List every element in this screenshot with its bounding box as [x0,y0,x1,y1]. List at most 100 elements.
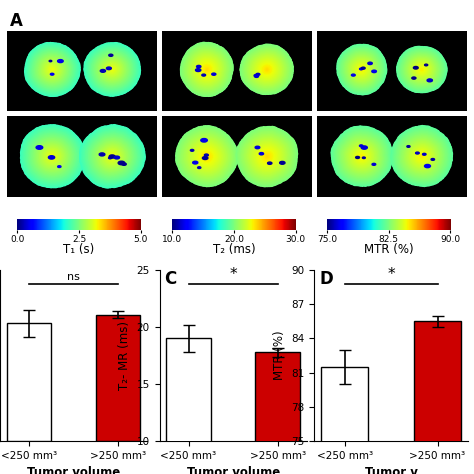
Polygon shape [353,61,371,78]
Polygon shape [402,51,442,88]
Polygon shape [391,126,452,186]
Polygon shape [349,56,374,82]
Circle shape [49,60,52,62]
Polygon shape [350,57,374,82]
Polygon shape [187,49,227,90]
Polygon shape [418,152,426,161]
Polygon shape [22,126,83,186]
Polygon shape [201,151,213,162]
Polygon shape [361,69,363,71]
Polygon shape [344,51,380,88]
Polygon shape [397,131,447,181]
Polygon shape [186,47,228,91]
Polygon shape [99,57,125,82]
Polygon shape [102,146,123,166]
Polygon shape [409,57,435,82]
Polygon shape [412,61,431,78]
Polygon shape [253,56,281,82]
Polygon shape [266,69,268,70]
Polygon shape [408,143,436,170]
Polygon shape [338,46,385,93]
Polygon shape [181,130,233,182]
Polygon shape [85,44,139,95]
Polygon shape [97,55,128,84]
Polygon shape [252,55,282,83]
Polygon shape [183,45,231,94]
Polygon shape [29,133,76,180]
Polygon shape [87,131,138,182]
Polygon shape [92,137,132,176]
Polygon shape [200,149,215,164]
Polygon shape [45,63,59,76]
Text: T₂ (ms): T₂ (ms) [213,243,255,256]
Polygon shape [184,46,229,92]
Polygon shape [85,130,140,182]
Polygon shape [403,53,440,86]
Polygon shape [345,52,379,87]
Polygon shape [99,57,126,82]
Polygon shape [335,130,388,182]
Polygon shape [240,130,293,183]
Polygon shape [106,150,119,163]
Polygon shape [348,55,376,84]
Polygon shape [413,147,431,165]
Polygon shape [412,61,431,78]
Polygon shape [253,56,281,82]
Polygon shape [90,48,134,91]
Polygon shape [407,56,437,83]
Polygon shape [332,128,391,185]
Polygon shape [109,67,115,72]
Polygon shape [202,151,212,162]
Polygon shape [361,155,363,157]
Polygon shape [400,134,444,178]
Polygon shape [243,133,291,180]
Polygon shape [250,54,283,85]
Polygon shape [258,147,276,165]
Polygon shape [34,52,71,87]
Polygon shape [181,42,233,96]
Polygon shape [182,44,232,95]
Polygon shape [242,132,292,181]
Polygon shape [419,67,424,72]
Polygon shape [188,50,226,89]
Polygon shape [105,62,120,77]
Polygon shape [344,138,380,174]
Text: MTR (%): MTR (%) [364,243,413,256]
Polygon shape [361,155,363,157]
Polygon shape [30,48,74,91]
Polygon shape [39,56,66,82]
Polygon shape [27,131,78,181]
Polygon shape [96,54,128,85]
Polygon shape [108,66,116,73]
Polygon shape [187,137,227,176]
Polygon shape [398,132,446,180]
Circle shape [351,74,355,76]
Polygon shape [251,54,283,84]
Polygon shape [33,51,72,88]
Polygon shape [407,56,437,83]
Polygon shape [198,148,216,165]
Polygon shape [87,45,138,94]
Polygon shape [404,54,439,86]
Polygon shape [203,153,210,160]
Polygon shape [360,68,364,71]
Polygon shape [339,134,384,178]
Polygon shape [240,45,293,94]
Circle shape [58,166,61,167]
Polygon shape [89,133,136,179]
Polygon shape [87,132,138,181]
Polygon shape [356,64,367,75]
Polygon shape [407,141,437,172]
Polygon shape [196,146,218,167]
Polygon shape [246,137,287,176]
Polygon shape [175,126,238,187]
Polygon shape [243,47,290,91]
Polygon shape [346,140,378,172]
Polygon shape [27,45,78,94]
Polygon shape [361,69,363,70]
Bar [7,323,51,441]
Polygon shape [86,45,138,94]
Polygon shape [39,57,65,82]
Polygon shape [48,152,57,161]
Circle shape [255,75,258,77]
